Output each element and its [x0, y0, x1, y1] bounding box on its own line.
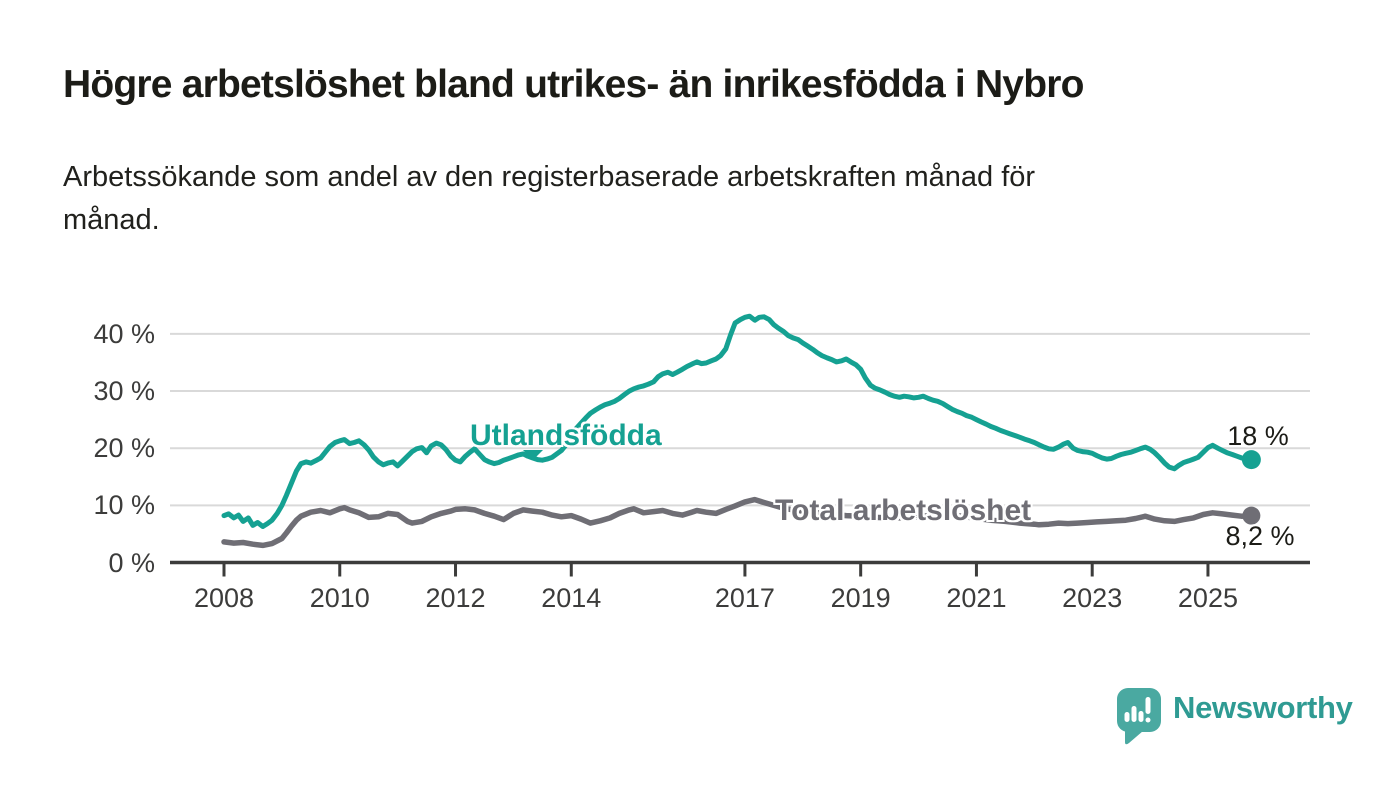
series-label-utlandsfodda: Utlandsfödda [470, 419, 662, 452]
x-tick-label: 2025 [1177, 583, 1238, 613]
x-tick-label: 2021 [946, 583, 1007, 613]
x-tick-label: 2019 [830, 583, 891, 613]
end-value-total: 8,2 % [1225, 521, 1295, 551]
end-dot-total [1242, 506, 1261, 525]
y-tick-label: 0 % [108, 547, 155, 578]
x-tick-label: 2017 [714, 583, 775, 613]
x-tick-label: 2014 [541, 583, 602, 613]
chart-subtitle: Arbetssökande som andel av den registerb… [63, 156, 1035, 242]
y-tick-label: 40 % [93, 318, 155, 349]
subtitle-line-1: Arbetssökande som andel av den registerb… [63, 161, 1036, 193]
newsworthy-logo: Newsworthy [1117, 688, 1353, 746]
end-dot-utlandsfodda [1241, 450, 1261, 470]
subtitle-line-2: månad. [63, 204, 160, 236]
caret-down-icon [523, 450, 543, 460]
newsworthy-wordmark: Newsworthy [1173, 690, 1353, 725]
x-tick-label: 2008 [193, 583, 255, 613]
y-tick-label: 20 % [93, 433, 155, 464]
x-tick-label: 2023 [1062, 583, 1123, 613]
y-tick-label: 30 % [93, 376, 155, 407]
x-tick-label: 2012 [425, 583, 486, 613]
end-value-utlandsfodda: 18 % [1227, 421, 1289, 451]
x-tick-label: 2010 [309, 583, 370, 613]
series-line-total [221, 496, 1255, 549]
newsworthy-logo-icon [1117, 688, 1161, 745]
series-label-total-arbetsloshet: Total arbetslöshet [775, 494, 1032, 527]
page-title: Högre arbetslöshet bland utrikes- än inr… [63, 63, 1084, 106]
y-tick-label: 10 % [93, 490, 155, 521]
series-line-utlandsfodda [221, 313, 1254, 529]
